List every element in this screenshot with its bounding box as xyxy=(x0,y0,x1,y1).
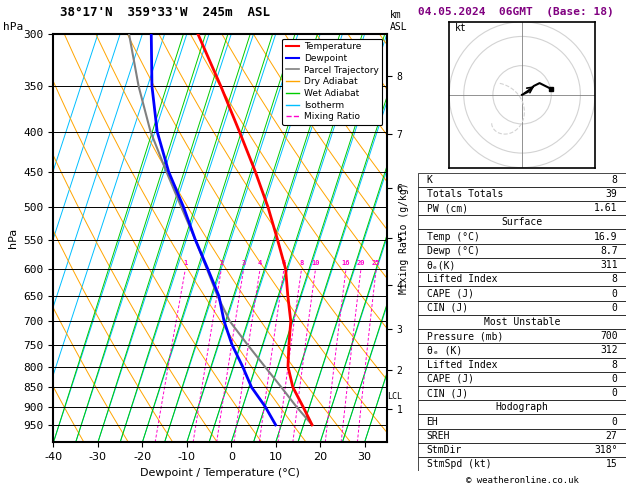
X-axis label: Dewpoint / Temperature (°C): Dewpoint / Temperature (°C) xyxy=(140,468,300,478)
Text: 3: 3 xyxy=(242,260,246,266)
Text: Totals Totals: Totals Totals xyxy=(426,189,503,199)
Text: Dewp (°C): Dewp (°C) xyxy=(426,246,479,256)
Text: 312: 312 xyxy=(600,346,618,355)
Text: km
ASL: km ASL xyxy=(390,10,408,32)
Text: StmDir: StmDir xyxy=(426,445,462,455)
Bar xyxy=(418,386,626,400)
Bar xyxy=(418,301,626,315)
Bar xyxy=(418,429,626,443)
Text: 27: 27 xyxy=(606,431,618,441)
Text: Most Unstable: Most Unstable xyxy=(484,317,560,327)
Text: 4: 4 xyxy=(258,260,262,266)
Text: 6: 6 xyxy=(282,260,286,266)
Bar xyxy=(418,343,626,358)
Bar xyxy=(418,243,626,258)
Text: hPa: hPa xyxy=(3,21,23,32)
Text: 8: 8 xyxy=(299,260,304,266)
Text: LCL: LCL xyxy=(387,393,403,401)
Text: Lifted Index: Lifted Index xyxy=(426,274,497,284)
Text: 0: 0 xyxy=(611,388,618,398)
Text: 8: 8 xyxy=(611,274,618,284)
Text: 16: 16 xyxy=(342,260,350,266)
Text: 2: 2 xyxy=(220,260,223,266)
Bar xyxy=(418,258,626,272)
Text: 318°: 318° xyxy=(594,445,618,455)
Bar xyxy=(418,443,626,457)
Bar xyxy=(418,215,626,229)
Text: 311: 311 xyxy=(600,260,618,270)
Text: 0: 0 xyxy=(611,303,618,313)
Text: θₑ(K): θₑ(K) xyxy=(426,260,456,270)
Text: CAPE (J): CAPE (J) xyxy=(426,289,474,298)
Text: K: K xyxy=(426,174,433,185)
Bar xyxy=(418,415,626,429)
Bar xyxy=(418,457,626,471)
Bar xyxy=(418,272,626,286)
Text: θₑ (K): θₑ (K) xyxy=(426,346,462,355)
Text: 25: 25 xyxy=(372,260,381,266)
Bar xyxy=(418,201,626,215)
Text: Surface: Surface xyxy=(501,217,543,227)
Text: CAPE (J): CAPE (J) xyxy=(426,374,474,384)
Text: StmSpd (kt): StmSpd (kt) xyxy=(426,459,491,469)
Text: 39: 39 xyxy=(606,189,618,199)
Text: Hodograph: Hodograph xyxy=(496,402,548,413)
Text: 1: 1 xyxy=(183,260,187,266)
Text: 700: 700 xyxy=(600,331,618,341)
Bar xyxy=(418,229,626,243)
Bar xyxy=(418,286,626,301)
Text: 0: 0 xyxy=(611,417,618,427)
Bar xyxy=(418,372,626,386)
Text: 20: 20 xyxy=(357,260,365,266)
Text: Lifted Index: Lifted Index xyxy=(426,360,497,370)
Bar xyxy=(418,173,626,187)
Bar xyxy=(418,358,626,372)
Text: EH: EH xyxy=(426,417,438,427)
Bar xyxy=(418,329,626,343)
Text: CIN (J): CIN (J) xyxy=(426,388,468,398)
Text: 0: 0 xyxy=(611,374,618,384)
Text: Pressure (mb): Pressure (mb) xyxy=(426,331,503,341)
Text: PW (cm): PW (cm) xyxy=(426,203,468,213)
Text: Temp (°C): Temp (°C) xyxy=(426,231,479,242)
Text: 16.9: 16.9 xyxy=(594,231,618,242)
Text: kt: kt xyxy=(455,23,467,33)
Text: 15: 15 xyxy=(606,459,618,469)
Bar xyxy=(418,315,626,329)
Y-axis label: hPa: hPa xyxy=(8,228,18,248)
Legend: Temperature, Dewpoint, Parcel Trajectory, Dry Adiabat, Wet Adiabat, Isotherm, Mi: Temperature, Dewpoint, Parcel Trajectory… xyxy=(282,38,382,125)
Text: SREH: SREH xyxy=(426,431,450,441)
Text: Mixing Ratio (g/kg): Mixing Ratio (g/kg) xyxy=(399,182,409,294)
Bar xyxy=(418,400,626,415)
Text: 8.7: 8.7 xyxy=(600,246,618,256)
Text: 38°17'N  359°33'W  245m  ASL: 38°17'N 359°33'W 245m ASL xyxy=(60,6,270,19)
Text: 8: 8 xyxy=(611,360,618,370)
Text: 1.61: 1.61 xyxy=(594,203,618,213)
Text: 8: 8 xyxy=(611,174,618,185)
Bar xyxy=(418,187,626,201)
Text: 10: 10 xyxy=(311,260,320,266)
Text: CIN (J): CIN (J) xyxy=(426,303,468,313)
Text: 04.05.2024  06GMT  (Base: 18): 04.05.2024 06GMT (Base: 18) xyxy=(418,7,614,17)
Text: © weatheronline.co.uk: © weatheronline.co.uk xyxy=(465,476,579,485)
Text: 0: 0 xyxy=(611,289,618,298)
